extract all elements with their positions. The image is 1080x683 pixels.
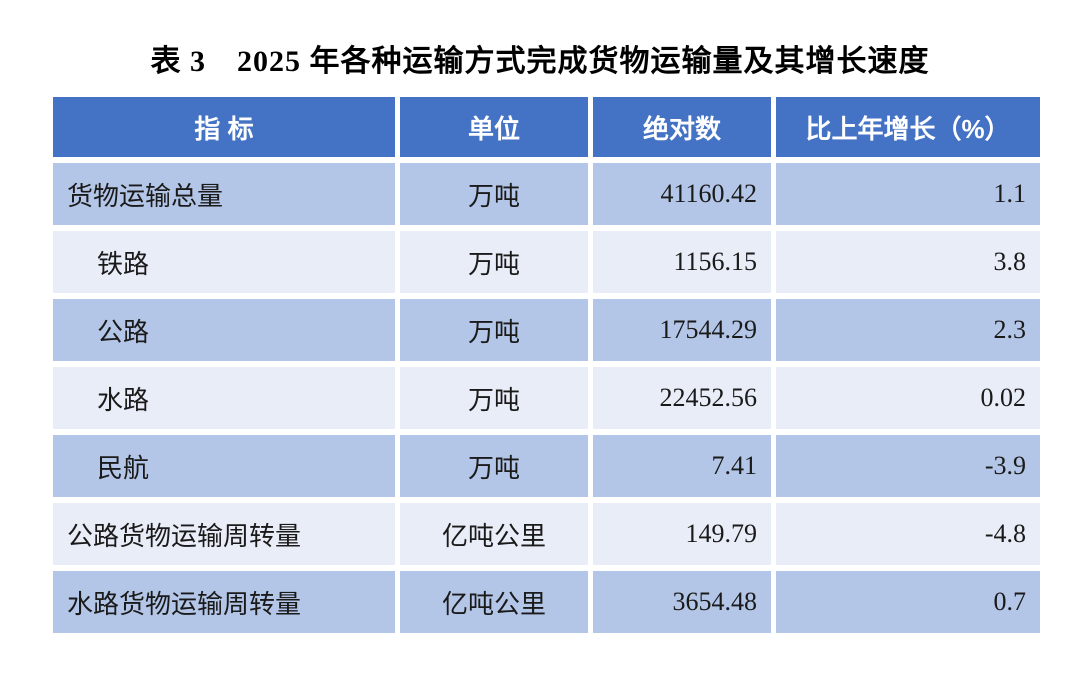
cell-growth: 1.1 bbox=[776, 163, 1040, 225]
table-header-row: 指 标 单位 绝对数 比上年增长（%） bbox=[53, 97, 1040, 157]
cell-absolute-value: 41160.42 bbox=[593, 163, 771, 225]
cell-indicator: 铁路 bbox=[53, 231, 395, 293]
cell-growth: 0.7 bbox=[776, 571, 1040, 633]
cell-growth: -3.9 bbox=[776, 435, 1040, 497]
cell-growth: 2.3 bbox=[776, 299, 1040, 361]
column-header-unit: 单位 bbox=[400, 97, 588, 157]
table-row-total-freight: 货物运输总量 万吨 41160.42 1.1 bbox=[53, 163, 1040, 225]
cell-absolute-value: 1156.15 bbox=[593, 231, 771, 293]
cell-indicator: 民航 bbox=[53, 435, 395, 497]
cell-absolute-value: 3654.48 bbox=[593, 571, 771, 633]
cell-growth: 0.02 bbox=[776, 367, 1040, 429]
cell-indicator: 公路货物运输周转量 bbox=[53, 503, 395, 565]
cell-unit: 万吨 bbox=[400, 163, 588, 225]
cell-indicator: 公路 bbox=[53, 299, 395, 361]
cell-unit: 万吨 bbox=[400, 435, 588, 497]
column-header-growth: 比上年增长（%） bbox=[776, 97, 1040, 157]
cell-indicator: 货物运输总量 bbox=[53, 163, 395, 225]
table-row-waterway-turnover: 水路货物运输周转量 亿吨公里 3654.48 0.7 bbox=[53, 571, 1040, 633]
cell-growth: -4.8 bbox=[776, 503, 1040, 565]
table-row-highway: 公路 万吨 17544.29 2.3 bbox=[53, 299, 1040, 361]
freight-volume-table: 指 标 单位 绝对数 比上年增长（%） 货物运输总量 万吨 41160.42 1… bbox=[53, 97, 1040, 633]
cell-indicator: 水路 bbox=[53, 367, 395, 429]
table-row-railway: 铁路 万吨 1156.15 3.8 bbox=[53, 231, 1040, 293]
cell-unit: 亿吨公里 bbox=[400, 503, 588, 565]
cell-unit: 万吨 bbox=[400, 367, 588, 429]
cell-absolute-value: 149.79 bbox=[593, 503, 771, 565]
cell-unit: 万吨 bbox=[400, 231, 588, 293]
table-title: 表 3 2025 年各种运输方式完成货物运输量及其增长速度 bbox=[150, 45, 930, 78]
table-row-highway-turnover: 公路货物运输周转量 亿吨公里 149.79 -4.8 bbox=[53, 503, 1040, 565]
cell-absolute-value: 22452.56 bbox=[593, 367, 771, 429]
column-header-indicator: 指 标 bbox=[53, 97, 395, 157]
cell-indicator: 水路货物运输周转量 bbox=[53, 571, 395, 633]
cell-absolute-value: 7.41 bbox=[593, 435, 771, 497]
cell-absolute-value: 17544.29 bbox=[593, 299, 771, 361]
cell-growth: 3.8 bbox=[776, 231, 1040, 293]
column-header-absolute-value: 绝对数 bbox=[593, 97, 771, 157]
table-row-civil-aviation: 民航 万吨 7.41 -3.9 bbox=[53, 435, 1040, 497]
table-row-waterway: 水路 万吨 22452.56 0.02 bbox=[53, 367, 1040, 429]
cell-unit: 万吨 bbox=[400, 299, 588, 361]
cell-unit: 亿吨公里 bbox=[400, 571, 588, 633]
